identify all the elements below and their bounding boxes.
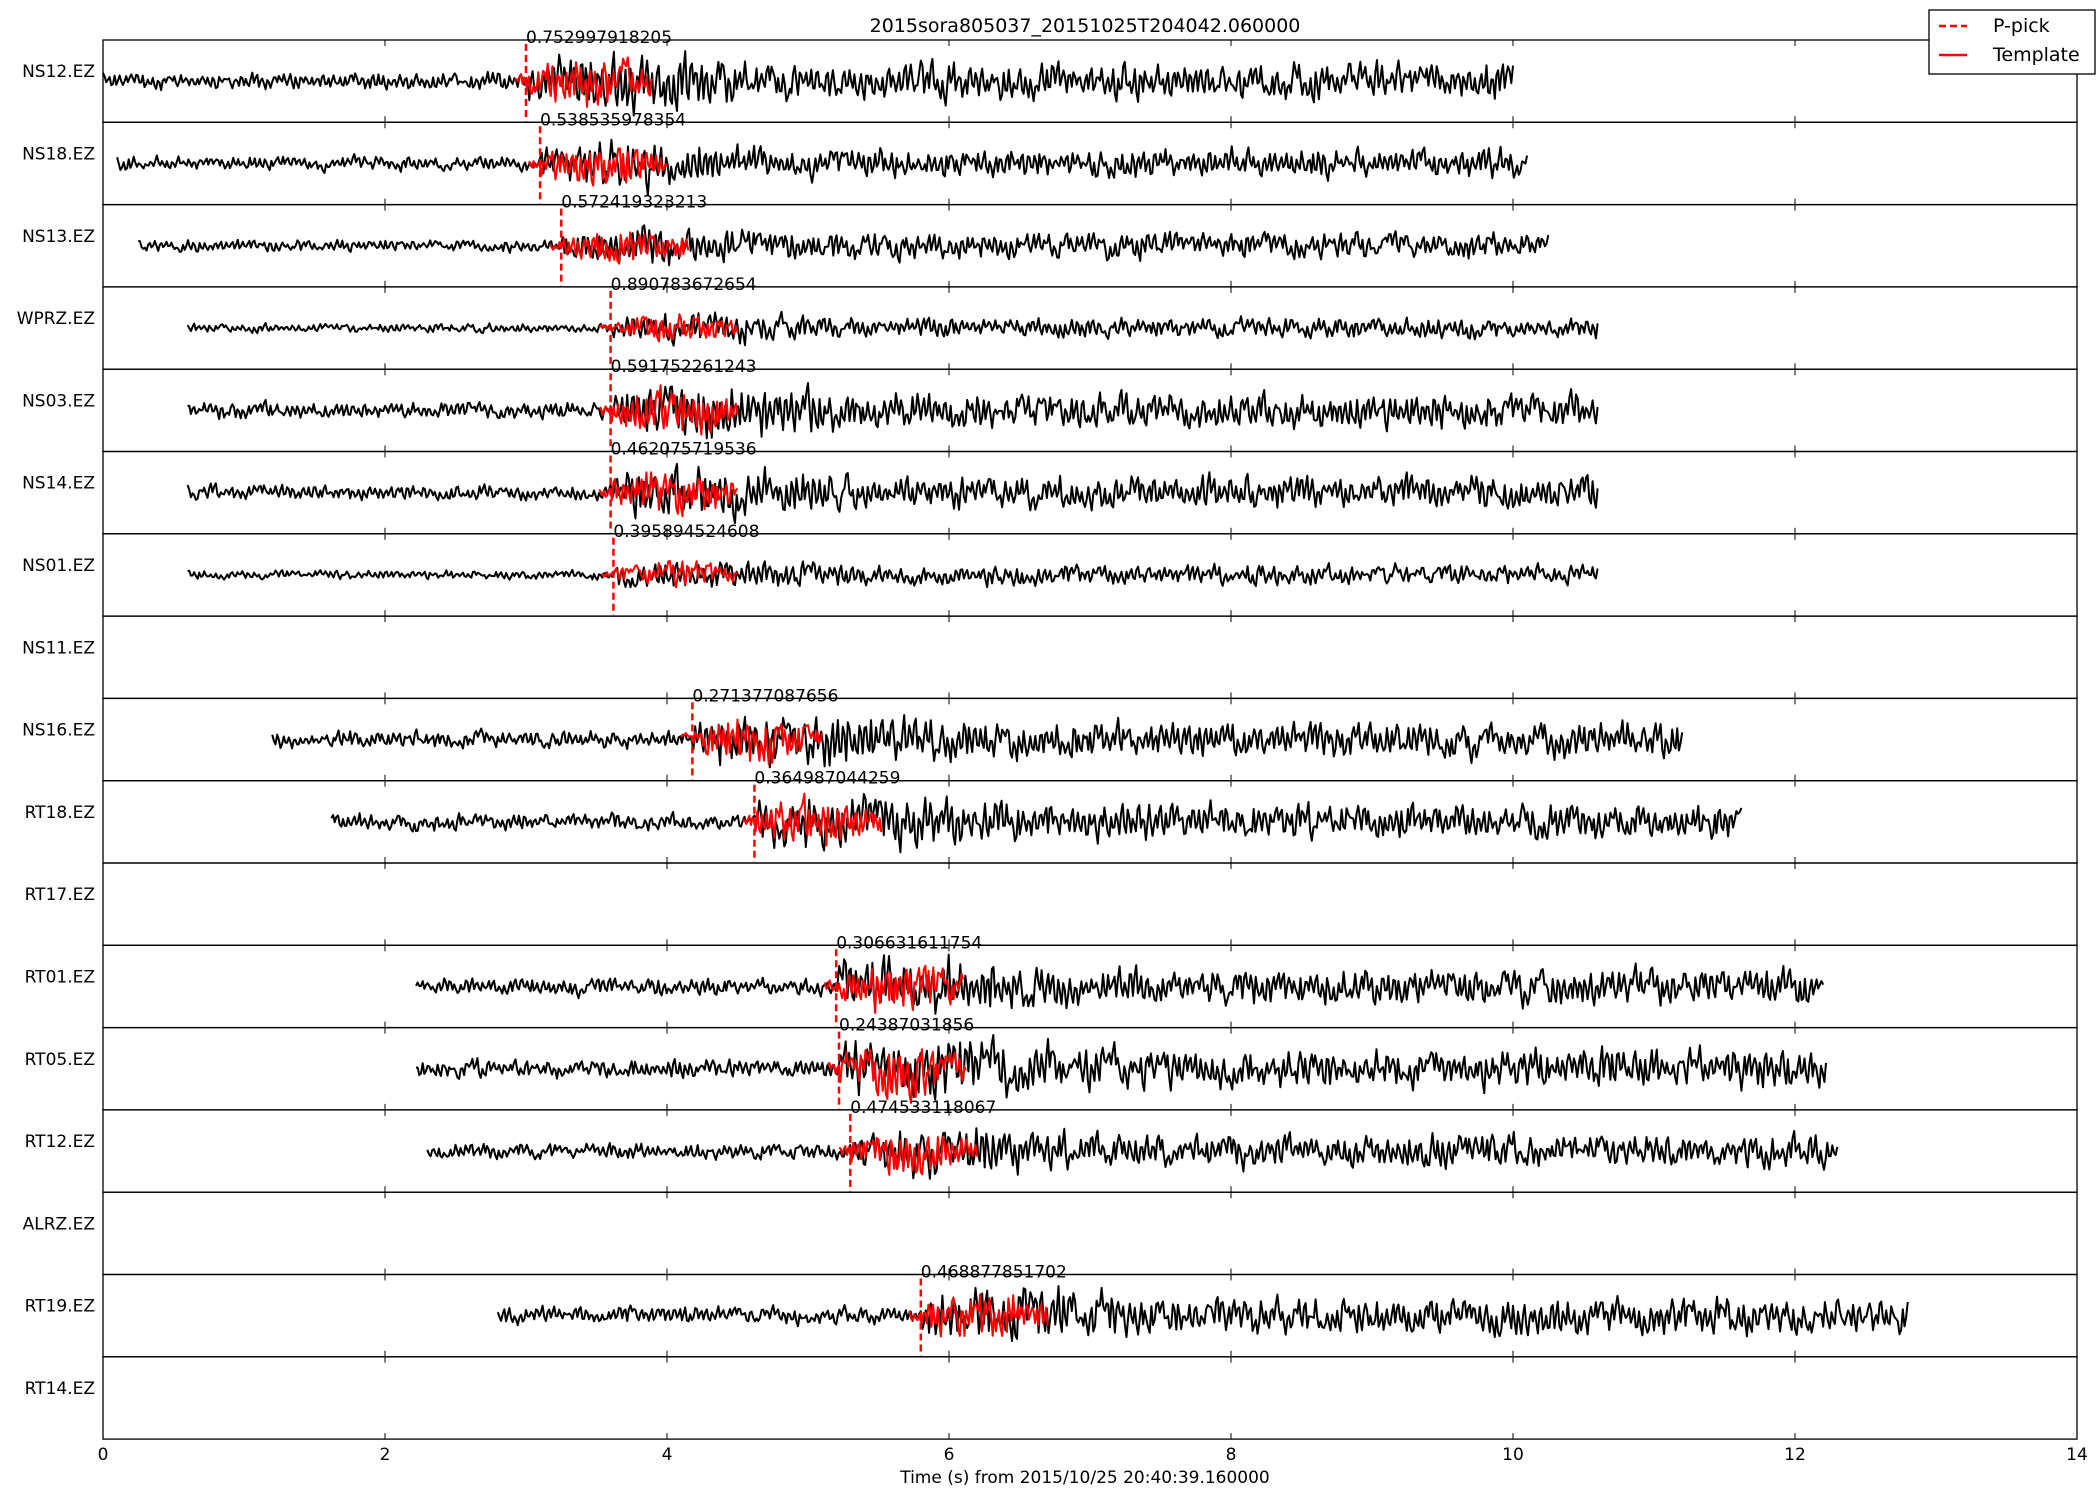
template-line — [598, 471, 739, 518]
panel-frame — [102, 1356, 2078, 1440]
channel-panel: RT14.EZ — [25, 1356, 2078, 1440]
trace-line — [187, 382, 1599, 440]
channel-label: NS11.EZ — [22, 638, 95, 658]
template-line — [742, 792, 883, 847]
trace-line — [186, 310, 1599, 347]
panel-frame — [102, 615, 2078, 700]
trace-line — [416, 1034, 1827, 1101]
x-tick-label: 12 — [1784, 1445, 1806, 1465]
cc-value-label: 0.474533118067 — [850, 1098, 996, 1118]
cc-value-label: 0.591752261243 — [611, 357, 757, 377]
cc-value-label: 0.24387031856 — [839, 1016, 974, 1036]
cc-value-label: 0.752997918205 — [526, 28, 672, 48]
channel-panel: NS03.EZ 0.591752261243 — [22, 357, 2078, 453]
template-line — [549, 231, 690, 265]
legend-pick-label: P-pick — [1993, 15, 2050, 37]
trace-line — [426, 1127, 1839, 1180]
channel-label: ALRZ.EZ — [23, 1214, 95, 1234]
channel-panel: NS18.EZ 0.538535978354 — [22, 110, 2078, 206]
cc-value-label: 0.462075719536 — [611, 440, 757, 460]
cc-value-label: 0.271377087656 — [692, 686, 838, 706]
channel-panel: RT05.EZ 0.24387031856 — [25, 1016, 2078, 1111]
trace-line — [330, 793, 1743, 854]
cc-value-label: 0.890783672654 — [611, 275, 757, 295]
channel-label: NS13.EZ — [22, 227, 95, 247]
channel-label: RT14.EZ — [25, 1379, 95, 1399]
channel-panel: NS13.EZ 0.572419323213 — [22, 193, 2078, 288]
channel-panel: NS11.EZ — [22, 615, 2078, 700]
trace-line — [138, 224, 1550, 267]
legend-frame — [1928, 9, 2096, 75]
x-tick-label: 6 — [944, 1445, 955, 1465]
x-tick-label: 8 — [1226, 1445, 1237, 1465]
channel-label: RT01.EZ — [25, 967, 95, 987]
x-axis-label: Time (s) from 2015/10/25 20:40:39.160000 — [899, 1468, 1270, 1488]
chart-title: 2015sora805037_20151025T204042.060000 — [870, 15, 1301, 37]
channel-label: RT05.EZ — [25, 1050, 95, 1070]
channel-label: NS18.EZ — [22, 144, 95, 164]
template-line — [680, 718, 824, 766]
channel-panel: NS12.EZ 0.752997918205 — [22, 28, 2078, 123]
trace-line — [496, 1285, 1909, 1342]
channel-panel: RT12.EZ 0.474533118067 — [25, 1098, 2078, 1193]
channel-panel: NS01.EZ 0.395894524608 — [22, 522, 2078, 617]
panel-frame — [102, 862, 2078, 946]
x-tick-label: 14 — [2066, 1445, 2088, 1465]
cc-value-label: 0.395894524608 — [613, 522, 759, 542]
channel-panel: RT01.EZ 0.306631611754 — [25, 933, 2078, 1029]
cc-value-label: 0.468877851702 — [921, 1263, 1067, 1283]
x-axis: 0 2 4 6 8 10 12 14 — [98, 1445, 2088, 1465]
channel-label: RT17.EZ — [25, 885, 95, 905]
x-tick-label: 4 — [662, 1445, 673, 1465]
template-line — [823, 964, 965, 1014]
channel-panel: RT19.EZ 0.468877851702 — [25, 1263, 2078, 1358]
cc-value-label: 0.306631611754 — [836, 933, 982, 953]
x-tick-label: 2 — [380, 1445, 391, 1465]
channel-panel: NS16.EZ 0.271377087656 — [22, 686, 2078, 782]
channel-panels: NS12.EZ 0.752997918205 NS18.EZ 0.5385359783… — [17, 28, 2078, 1440]
channel-label: NS03.EZ — [22, 391, 95, 411]
channel-label: NS14.EZ — [22, 474, 95, 494]
trace-line — [187, 560, 1599, 589]
cc-value-label: 0.538535978354 — [540, 110, 686, 130]
trace-line — [102, 50, 1514, 117]
trace-line — [415, 953, 1825, 1015]
channel-label: RT18.EZ — [25, 803, 95, 823]
channel-label: NS16.EZ — [22, 721, 95, 741]
channel-label: NS12.EZ — [22, 62, 95, 82]
channel-label: RT19.EZ — [25, 1297, 95, 1317]
trace-line — [116, 138, 1529, 197]
channel-label: WPRZ.EZ — [17, 309, 95, 329]
trace-line — [271, 714, 1684, 769]
template-line — [908, 1293, 1049, 1338]
x-tick-label: 10 — [1502, 1445, 1524, 1465]
template-line — [527, 147, 668, 187]
channel-label: NS01.EZ — [22, 556, 95, 576]
cc-value-label: 0.364987044259 — [754, 769, 900, 789]
template-line — [838, 1136, 979, 1176]
channel-panel: NS14.EZ 0.462075719536 — [22, 440, 2078, 535]
channel-panel: RT17.EZ — [25, 862, 2078, 946]
channel-label: RT12.EZ — [25, 1132, 95, 1152]
template-line — [598, 384, 739, 436]
panel-frame — [102, 1191, 2078, 1276]
x-tick-label: 0 — [98, 1445, 109, 1465]
template-line — [826, 1048, 967, 1104]
template-line — [598, 313, 739, 343]
channel-panel: RT18.EZ 0.364987044259 — [25, 769, 2078, 864]
channel-panel: WPRZ.EZ 0.890783672654 — [17, 275, 2078, 370]
cc-value-label: 0.572419323213 — [561, 193, 707, 213]
template-line — [514, 56, 654, 108]
legend: P-pick Template — [1928, 9, 2096, 75]
trace-line — [186, 462, 1599, 525]
legend-template-label: Template — [1992, 44, 2080, 66]
template-line — [601, 559, 738, 589]
